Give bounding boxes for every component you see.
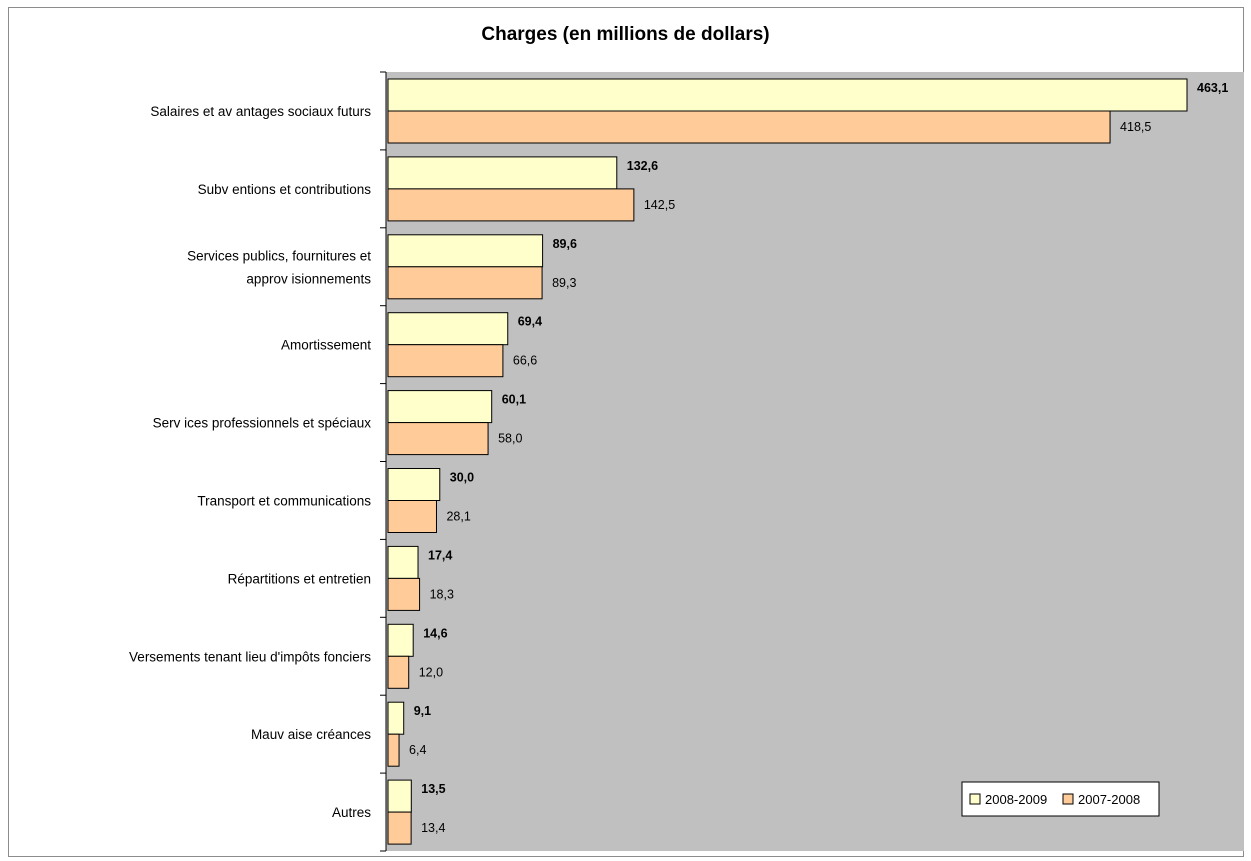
data-label: 66,6 (513, 354, 537, 368)
legend-swatch (969, 793, 981, 805)
category-label: Serv ices professionnels et spéciaux (153, 416, 372, 431)
data-label: 17,4 (428, 548, 452, 562)
bar-2007-2008 (387, 733, 400, 767)
data-label: 60,1 (502, 393, 526, 407)
category-label: Amortissement (281, 338, 371, 353)
legend-swatch (1062, 793, 1074, 805)
data-label: 89,3 (552, 276, 576, 290)
legend-label: 2007-2008 (1078, 792, 1140, 807)
category-label: Services publics, fournitures et (187, 248, 371, 263)
legend-label: 2008-2009 (985, 792, 1047, 807)
bar-2008-2009 (387, 779, 412, 813)
data-label: 12,0 (419, 665, 443, 679)
data-label: 463,1 (1197, 81, 1228, 95)
bar-2008-2009 (387, 390, 493, 424)
bar-2007-2008 (387, 344, 504, 378)
data-label: 30,0 (450, 471, 474, 485)
bar-2007-2008 (387, 577, 421, 611)
bar-2007-2008 (387, 655, 410, 689)
bar-2007-2008 (387, 811, 412, 845)
data-label: 9,1 (414, 704, 431, 718)
bar-2008-2009 (387, 156, 618, 190)
bar-2007-2008 (387, 188, 635, 222)
data-label: 418,5 (1120, 120, 1151, 134)
category-label: Transport et communications (197, 494, 371, 509)
bar-2008-2009 (387, 234, 544, 268)
category-label: Versements tenant lieu d'impôts fonciers (129, 649, 371, 664)
data-label: 18,3 (430, 587, 454, 601)
legend-box (961, 781, 1160, 817)
data-label: 14,6 (423, 626, 447, 640)
category-label: Subv entions et contributions (198, 182, 372, 197)
bar-2008-2009 (387, 701, 405, 735)
data-label: 58,0 (498, 432, 522, 446)
bar-2008-2009 (387, 545, 419, 579)
bar-2007-2008 (387, 266, 543, 300)
data-label: 13,5 (421, 782, 445, 796)
data-label: 6,4 (409, 743, 426, 757)
data-label: 13,4 (421, 821, 445, 835)
data-label: 142,5 (644, 198, 675, 212)
category-label: Salaires et av antages sociaux futurs (150, 104, 371, 119)
chart-title: Charges (en millions de dollars) (481, 24, 770, 45)
bar-2007-2008 (387, 422, 489, 456)
category-label: Répartitions et entretien (228, 571, 371, 586)
data-label: 89,6 (553, 237, 577, 251)
category-label: Autres (332, 805, 371, 820)
data-label: 28,1 (446, 510, 470, 524)
category-label: approv isionnements (246, 271, 371, 286)
data-label: 69,4 (518, 315, 542, 329)
bar-2008-2009 (387, 468, 441, 501)
bar-2007-2008 (387, 110, 1111, 144)
bar-2007-2008 (387, 500, 437, 533)
data-label: 132,6 (627, 159, 658, 173)
bar-2008-2009 (387, 312, 509, 346)
bar-2008-2009 (387, 623, 414, 657)
category-label: Mauv aise créances (251, 727, 371, 742)
bar-2008-2009 (387, 78, 1188, 112)
